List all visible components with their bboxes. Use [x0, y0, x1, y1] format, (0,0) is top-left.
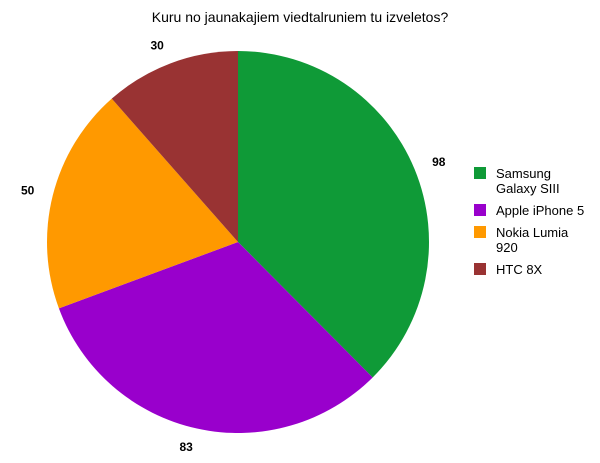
data-label-apple-iphone-5: 83: [179, 440, 193, 454]
legend-label: Nokia Lumia 920: [496, 225, 569, 255]
pie-slice-nokia-lumia-920: [46, 98, 239, 309]
legend-label: HTC 8X: [496, 262, 543, 277]
pie-slice-apple-iphone-5: [58, 242, 373, 433]
pie-slices: [46, 51, 429, 433]
legend-label: Samsung Galaxy SIII: [496, 166, 560, 196]
pie-slice-samsung-galaxy-siii: [238, 51, 429, 378]
legend-swatch: [474, 263, 486, 275]
legend-swatch: [474, 204, 486, 216]
legend-item-nokia: Nokia Lumia 920: [474, 225, 594, 255]
pie-data-labels: 98 83 50 30: [21, 39, 446, 455]
legend-item-apple: Apple iPhone 5: [474, 203, 594, 218]
data-label-htc-8x: 30: [150, 39, 164, 53]
legend-label: Apple iPhone 5: [496, 203, 585, 218]
chart-title: Kuru no jaunakajiem viedtalruniem tu izv…: [152, 9, 449, 25]
data-label-samsung-galaxy-siii: 98: [432, 155, 446, 169]
legend-item-samsung: Samsung Galaxy SIII: [474, 166, 594, 196]
legend-swatch: [474, 226, 486, 238]
legend-swatch: [474, 167, 486, 179]
data-label-nokia-lumia-920: 50: [21, 184, 35, 198]
chart-legend: Samsung Galaxy SIII Apple iPhone 5 Nokia…: [474, 166, 594, 284]
legend-item-htc: HTC 8X: [474, 262, 594, 277]
pie-slice-htc-8x: [111, 51, 238, 242]
